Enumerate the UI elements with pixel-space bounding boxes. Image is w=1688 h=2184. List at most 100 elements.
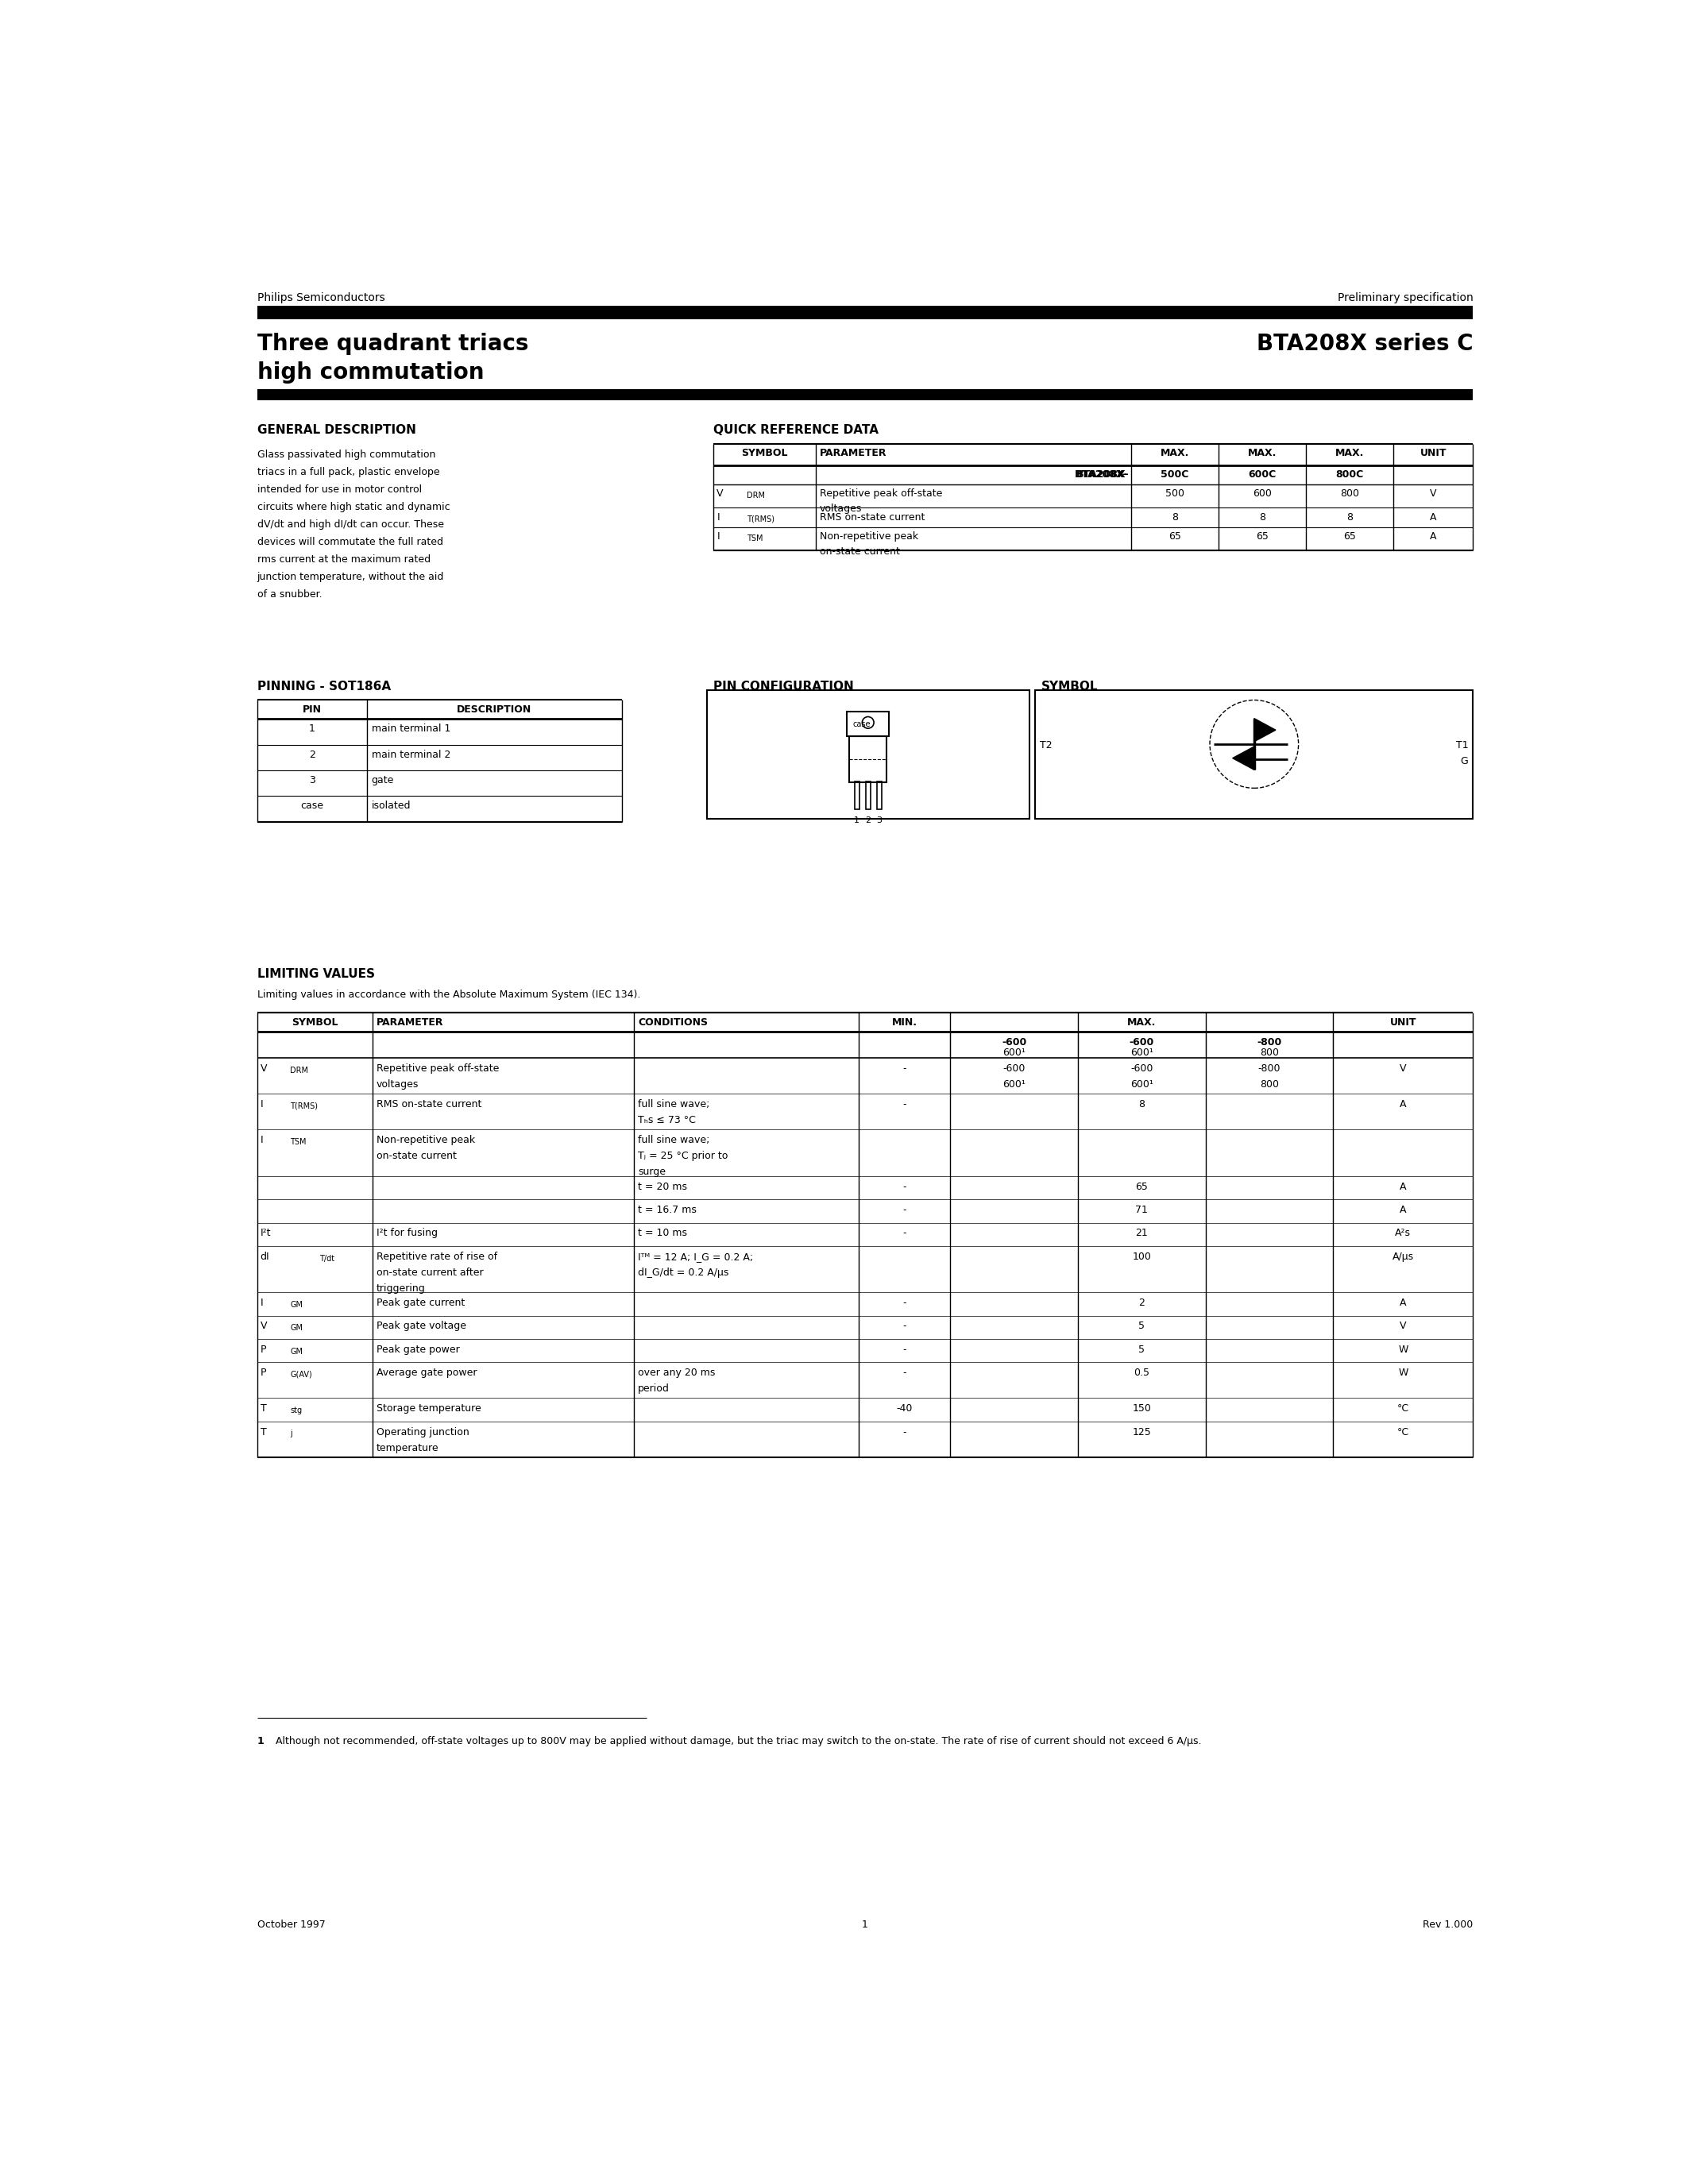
- Text: GENERAL DESCRIPTION: GENERAL DESCRIPTION: [257, 424, 415, 437]
- Text: 800: 800: [1259, 1079, 1280, 1090]
- Text: Non-repetitive peak: Non-repetitive peak: [376, 1136, 474, 1147]
- Text: GM: GM: [290, 1302, 304, 1308]
- Text: Repetitive rate of rise of: Repetitive rate of rise of: [376, 1251, 498, 1262]
- Text: GM: GM: [290, 1324, 304, 1332]
- Text: full sine wave;: full sine wave;: [638, 1136, 709, 1147]
- Text: main terminal 1: main terminal 1: [371, 723, 451, 734]
- Text: MAX.: MAX.: [1247, 448, 1276, 459]
- Polygon shape: [1232, 747, 1254, 769]
- Text: -40: -40: [896, 1404, 913, 1413]
- Text: RMS on-state current: RMS on-state current: [376, 1099, 481, 1109]
- Text: 65: 65: [1344, 531, 1355, 542]
- Text: devices will commutate the full rated: devices will commutate the full rated: [257, 537, 442, 548]
- Text: 8: 8: [1259, 511, 1266, 522]
- Text: P: P: [260, 1367, 267, 1378]
- Text: -600: -600: [1003, 1064, 1025, 1075]
- Text: voltages: voltages: [376, 1079, 419, 1090]
- Text: 600C: 600C: [1247, 470, 1276, 480]
- Text: -: -: [903, 1064, 906, 1075]
- Text: SYMBOL: SYMBOL: [1041, 681, 1099, 692]
- Text: -800: -800: [1258, 1037, 1281, 1046]
- Text: TSM: TSM: [746, 535, 763, 542]
- Text: PARAMETER: PARAMETER: [376, 1018, 444, 1029]
- Text: P: P: [260, 1345, 267, 1354]
- Text: I: I: [717, 531, 719, 542]
- Text: high commutation: high commutation: [257, 360, 484, 384]
- Text: T: T: [260, 1426, 267, 1437]
- Text: DESCRIPTION: DESCRIPTION: [457, 703, 532, 714]
- Text: Peak gate voltage: Peak gate voltage: [376, 1321, 466, 1332]
- Text: over any 20 ms: over any 20 ms: [638, 1367, 716, 1378]
- Text: 125: 125: [1133, 1426, 1151, 1437]
- Bar: [257, 306, 1474, 319]
- Text: October 1997: October 1997: [257, 1920, 326, 1931]
- Text: A: A: [1430, 511, 1436, 522]
- Text: Glass passivated high commutation: Glass passivated high commutation: [257, 450, 436, 461]
- Text: -: -: [903, 1367, 906, 1378]
- Text: -: -: [903, 1297, 906, 1308]
- Text: of a snubber.: of a snubber.: [257, 590, 322, 601]
- Text: Peak gate power: Peak gate power: [376, 1345, 459, 1354]
- Text: A: A: [1399, 1297, 1406, 1308]
- Text: Limiting values in accordance with the Absolute Maximum System (IEC 134).: Limiting values in accordance with the A…: [257, 989, 640, 1000]
- Text: UNIT: UNIT: [1420, 448, 1447, 459]
- Text: 2: 2: [309, 749, 316, 760]
- Text: SYMBOL: SYMBOL: [292, 1018, 338, 1029]
- Text: junction temperature, without the aid: junction temperature, without the aid: [257, 572, 444, 583]
- Text: period: period: [638, 1382, 670, 1393]
- Text: I: I: [717, 511, 719, 522]
- Text: case: case: [300, 802, 324, 810]
- Text: voltages: voltages: [819, 502, 863, 513]
- Text: UNIT: UNIT: [1389, 1018, 1416, 1029]
- Bar: [257, 389, 1474, 400]
- Text: -600: -600: [1001, 1037, 1026, 1046]
- Text: Tⱼ = 25 °C prior to: Tⱼ = 25 °C prior to: [638, 1151, 728, 1162]
- Text: 3: 3: [876, 817, 881, 826]
- Text: Non-repetitive peak: Non-repetitive peak: [819, 531, 918, 542]
- Text: V: V: [260, 1321, 267, 1332]
- Text: I: I: [260, 1136, 263, 1147]
- Text: -600: -600: [1129, 1037, 1155, 1046]
- Text: T: T: [260, 1404, 267, 1413]
- Text: 600¹: 600¹: [1131, 1048, 1153, 1059]
- Text: T1: T1: [1455, 740, 1469, 749]
- Text: 2: 2: [1139, 1297, 1144, 1308]
- Text: 600¹: 600¹: [1003, 1079, 1026, 1090]
- Text: Average gate power: Average gate power: [376, 1367, 476, 1378]
- Text: 8: 8: [1171, 511, 1178, 522]
- Text: 2: 2: [866, 817, 871, 826]
- Text: -: -: [903, 1099, 906, 1109]
- Text: A²s: A²s: [1396, 1227, 1411, 1238]
- Text: triacs in a full pack, plastic envelope: triacs in a full pack, plastic envelope: [257, 467, 439, 478]
- Text: 3: 3: [309, 775, 316, 786]
- Text: CONDITIONS: CONDITIONS: [638, 1018, 707, 1029]
- Text: intended for use in motor control: intended for use in motor control: [257, 485, 422, 496]
- Text: LIMITING VALUES: LIMITING VALUES: [257, 968, 375, 981]
- Text: G: G: [1460, 756, 1469, 767]
- Text: triggering: triggering: [376, 1284, 425, 1293]
- Text: I: I: [260, 1297, 263, 1308]
- Text: Repetitive peak off-state: Repetitive peak off-state: [819, 489, 942, 498]
- Text: 65: 65: [1136, 1182, 1148, 1192]
- Text: Rev 1.000: Rev 1.000: [1423, 1920, 1474, 1931]
- Text: °C: °C: [1398, 1404, 1409, 1413]
- Text: T2: T2: [1040, 740, 1053, 749]
- Text: 5: 5: [1138, 1345, 1144, 1354]
- Text: 1: 1: [257, 1736, 263, 1747]
- Text: PINNING - SOT186A: PINNING - SOT186A: [257, 681, 390, 692]
- Text: -: -: [903, 1345, 906, 1354]
- Text: on-state current: on-state current: [376, 1151, 456, 1162]
- Text: 600: 600: [1252, 489, 1271, 498]
- Text: t = 16.7 ms: t = 16.7 ms: [638, 1206, 697, 1214]
- Text: 1: 1: [863, 1920, 868, 1931]
- Text: on-state current: on-state current: [819, 546, 900, 557]
- Text: QUICK REFERENCE DATA: QUICK REFERENCE DATA: [712, 424, 878, 437]
- Text: Iᵀᴹ = 12 A; I_G = 0.2 A;: Iᵀᴹ = 12 A; I_G = 0.2 A;: [638, 1251, 753, 1262]
- Text: -: -: [903, 1227, 906, 1238]
- Text: RMS on-state current: RMS on-state current: [819, 511, 925, 522]
- Text: 8: 8: [1347, 511, 1352, 522]
- Text: 8: 8: [1138, 1099, 1144, 1109]
- Text: Three quadrant triacs: Three quadrant triacs: [257, 332, 528, 354]
- Text: 600¹: 600¹: [1003, 1048, 1026, 1059]
- Text: V: V: [1399, 1321, 1406, 1332]
